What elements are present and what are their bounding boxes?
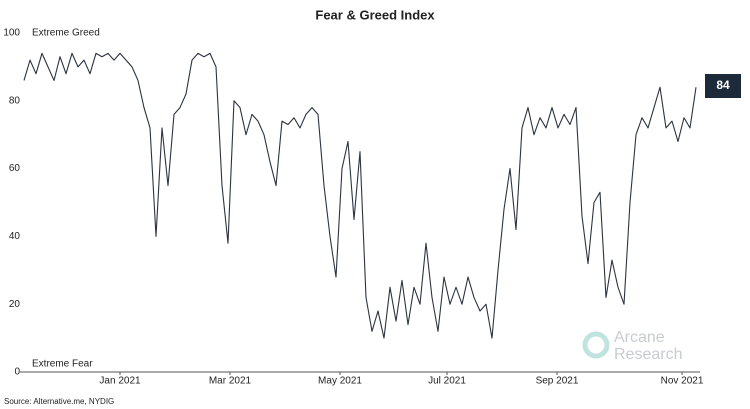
chart-title: Fear & Greed Index (315, 7, 435, 22)
x-tick-label: Jul 2021 (428, 376, 466, 387)
last-value-label: 84 (716, 78, 730, 92)
logo (582, 331, 610, 359)
y-tick-label: 0 (14, 367, 20, 378)
annotation: Extreme Greed (32, 28, 100, 39)
watermark: Research (614, 346, 682, 363)
y-tick-label: 20 (9, 299, 21, 310)
y-tick-label: 100 (3, 28, 20, 39)
source: Source: Alternative.me, NYDIG (4, 397, 114, 406)
y-tick-label: 40 (9, 231, 21, 242)
x-tick-label: Jan 2021 (99, 376, 141, 387)
x-tick-label: Mar 2021 (209, 376, 252, 387)
line (23, 52, 697, 339)
x-tick-label: Sep 2021 (536, 376, 579, 387)
annotation: Extreme Fear (32, 359, 93, 370)
watermark: Arcane (614, 329, 665, 346)
x-tick-label: Nov 2021 (661, 376, 704, 387)
y-tick-label: 80 (9, 95, 21, 106)
y-tick-label: 60 (9, 163, 21, 174)
last-value-box (705, 74, 741, 98)
x-tick-label: May 2021 (318, 376, 362, 387)
